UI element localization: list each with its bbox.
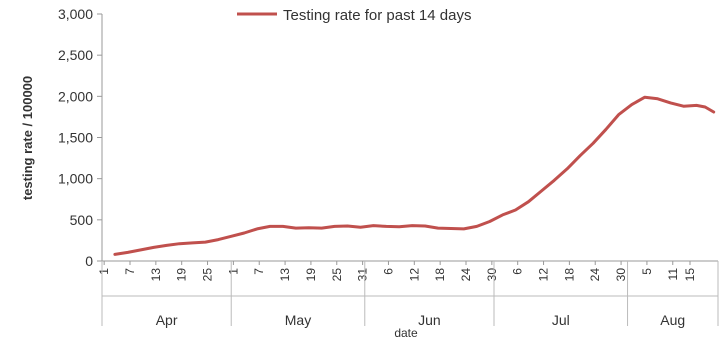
x-tick-label: 13 [278, 268, 292, 282]
month-label: Aug [660, 312, 685, 328]
legend-label: Testing rate for past 14 days [283, 7, 471, 24]
month-label: Jun [418, 312, 441, 328]
x-tick-label: 19 [304, 268, 318, 282]
x-tick-label: 25 [330, 268, 344, 282]
y-axis: 0 500 1,000 1,500 2,000 2,500 3,000 [58, 6, 102, 269]
y-tick-label: 1,000 [58, 171, 93, 187]
x-tick-label: 25 [201, 268, 215, 282]
x-tick-label: 24 [588, 268, 602, 282]
series-layer [115, 97, 714, 254]
x-tick-label: 13 [149, 268, 163, 282]
x-tick-label: 12 [537, 268, 551, 282]
x-tick-label: 6 [511, 268, 525, 275]
y-tick-label: 500 [70, 212, 94, 228]
month-label: Apr [156, 312, 178, 328]
x-tick-label: 1 [226, 268, 240, 275]
x-tick-label: 12 [407, 268, 421, 282]
month-label: May [285, 312, 311, 328]
x-tick-label: 5 [640, 268, 654, 275]
series-line [115, 97, 714, 254]
x-tick-label: 24 [459, 268, 473, 282]
x-tick-label: 30 [485, 268, 499, 282]
x-tick-label: 19 [175, 268, 189, 282]
y-axis-label: testing rate / 100000 [20, 76, 35, 200]
x-tick-label: 11 [666, 268, 680, 281]
y-tick-label: 3,000 [58, 6, 93, 22]
legend: Testing rate for past 14 days [237, 7, 471, 24]
x-tick-label: 18 [562, 268, 576, 282]
y-tick-label: 1,500 [58, 130, 93, 146]
x-tick-label: 18 [433, 268, 447, 282]
x-tick-label: 15 [683, 268, 697, 282]
x-tick-label: 7 [252, 268, 266, 275]
x-tick-label: 1 [97, 268, 111, 275]
x-tick-label: 30 [614, 268, 628, 282]
x-axis: 1 7 13 19 25 1 7 13 19 25 31 6 12 18 24 30 6 12 18 24 30 5 11 1… [97, 261, 718, 281]
month-label: Jul [552, 312, 570, 328]
x-axis-label: date [394, 326, 418, 340]
x-tick-label: 7 [123, 268, 137, 275]
y-tick-label: 2,000 [58, 88, 93, 104]
x-tick-label: 31 [356, 268, 370, 282]
x-tick-label: 6 [381, 268, 395, 275]
y-tick-label: 0 [85, 253, 93, 269]
y-tick-label: 2,500 [58, 47, 93, 63]
